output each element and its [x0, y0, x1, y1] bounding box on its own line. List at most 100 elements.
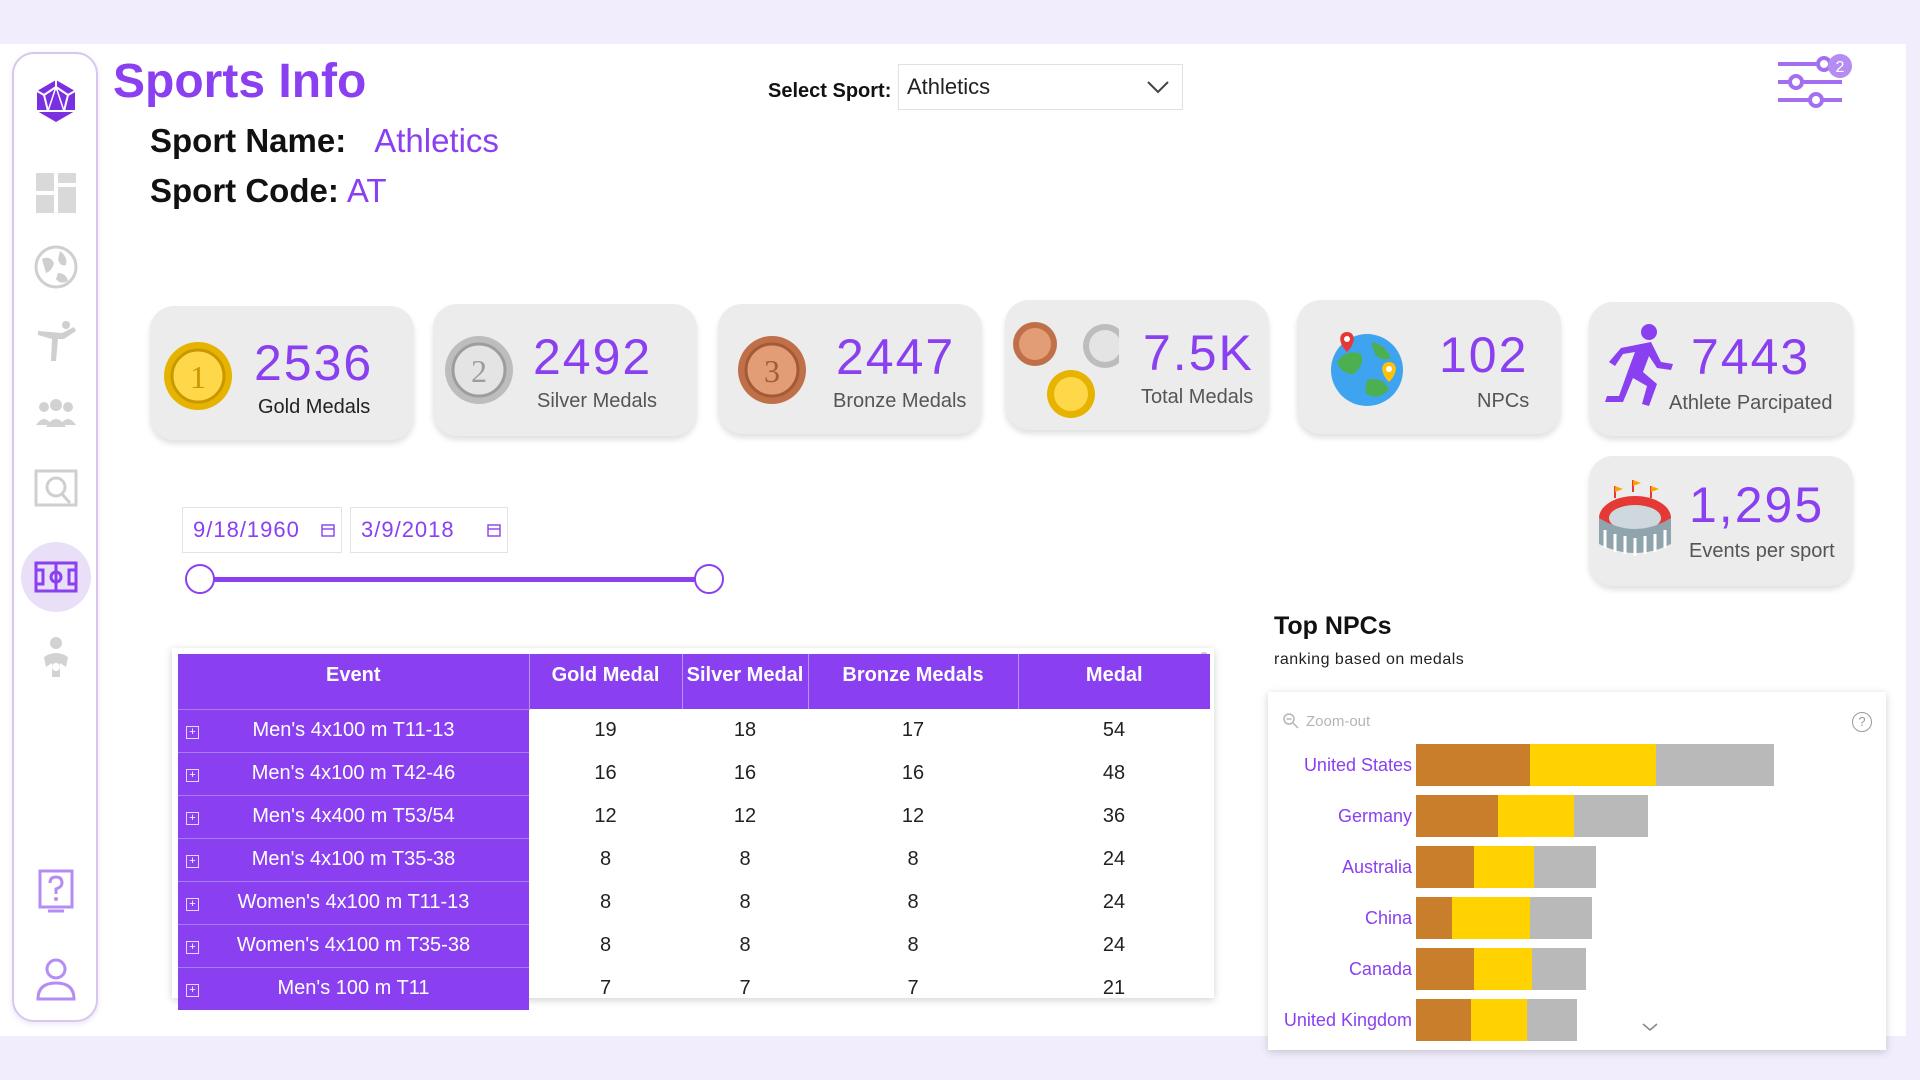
- bar-row[interactable]: Australia: [1268, 846, 1886, 888]
- medal-cell: 24: [1018, 924, 1210, 967]
- expand-icon[interactable]: +: [186, 725, 199, 739]
- bar-segment[interactable]: [1574, 795, 1648, 837]
- bar-segment[interactable]: [1416, 795, 1498, 837]
- bronze-cell-text: 17: [901, 719, 925, 741]
- calendar-icon[interactable]: [487, 523, 501, 537]
- expand-icon[interactable]: +: [186, 940, 199, 954]
- sport-code-row: Sport Code: AT: [150, 172, 387, 210]
- bar-category-label: Australia: [1341, 857, 1412, 877]
- medal-cell: 54: [1018, 709, 1210, 752]
- event-cell: + Women's 4x100 m T11-13: [178, 880, 529, 924]
- table-row[interactable]: + Men's 4x400 m T53/54 12 12 12 36: [178, 794, 1210, 838]
- expand-icon[interactable]: +: [186, 811, 199, 825]
- search-map-icon[interactable]: [27, 460, 85, 518]
- col-header-event[interactable]: Event: [178, 654, 530, 709]
- date-slider-track[interactable]: [200, 577, 710, 582]
- npc-chart-panel: Zoom-out ? United States Germany Australia…: [1268, 692, 1886, 1050]
- stadium-icon: [1599, 480, 1671, 556]
- table-row[interactable]: + Men's 4x100 m T11-13 19 18 17 54: [178, 708, 1210, 752]
- gold-medals-value: 2536: [254, 335, 374, 391]
- table-row[interactable]: + Men's 4x100 m T35-38 8 8 8 24: [178, 837, 1210, 881]
- athlete-icon[interactable]: [27, 628, 85, 686]
- bronze-cell: 8: [808, 881, 1018, 924]
- medal-cell-text: 36: [1102, 805, 1126, 827]
- bar-row[interactable]: China: [1268, 897, 1886, 939]
- bar-row[interactable]: Canada: [1268, 948, 1886, 990]
- silver-cell-text: 7: [739, 977, 751, 999]
- expand-icon[interactable]: +: [186, 897, 199, 911]
- col-header-gold[interactable]: Gold Medal: [529, 654, 683, 709]
- page-title: Sports Info: [113, 55, 367, 108]
- event-cell-text: Women's 4x100 m T35-38: [236, 934, 471, 956]
- gold-medals-label: Gold Medals: [258, 396, 371, 418]
- date-slider-end-handle[interactable]: [694, 564, 724, 594]
- chevron-down-icon[interactable]: [1640, 1020, 1660, 1034]
- bronze-medal-icon: 3: [738, 336, 806, 404]
- report-canvas: Sports Info Sport Name: Athletics Sport C…: [0, 44, 1906, 1050]
- dashboard-icon[interactable]: [27, 164, 85, 222]
- bar-category-label: United States: [1303, 755, 1412, 775]
- table-row[interactable]: + Women's 4x100 m T35-38 8 8 8 24: [178, 923, 1210, 967]
- bar-row[interactable]: United Kingdom: [1268, 999, 1886, 1041]
- zoom-out-label: Zoom-out: [1306, 712, 1371, 730]
- bar-segment[interactable]: [1416, 744, 1530, 786]
- table-row[interactable]: + Men's 4x100 m T42-46 16 16 16 48: [178, 751, 1210, 795]
- bar-segment[interactable]: [1471, 999, 1527, 1041]
- bronze-medals-value: 2447: [836, 329, 956, 385]
- help-icon[interactable]: ?: [1852, 712, 1872, 732]
- user-icon[interactable]: [27, 950, 85, 1008]
- bar-segment[interactable]: [1416, 846, 1474, 888]
- start-date-input[interactable]: 9/18/1960: [182, 507, 342, 553]
- col-header-silver[interactable]: Silver Medal: [682, 654, 809, 709]
- medal-cell-text: 48: [1102, 762, 1126, 784]
- expand-icon[interactable]: +: [186, 854, 199, 868]
- bar-segment[interactable]: [1474, 948, 1532, 990]
- bar-segment[interactable]: [1498, 795, 1574, 837]
- bar-row[interactable]: United States: [1268, 744, 1886, 786]
- filter-icon[interactable]: 2: [1772, 52, 1862, 112]
- bar-row[interactable]: Germany: [1268, 795, 1886, 837]
- medal-cell: 24: [1018, 881, 1210, 924]
- zoom-out-button[interactable]: Zoom-out: [1282, 712, 1370, 730]
- runner-icon: [1605, 324, 1673, 406]
- col-header-bronze[interactable]: Bronze Medals: [808, 654, 1019, 709]
- sport-name-row: Sport Name: Athletics: [150, 122, 499, 160]
- chevron-down-icon: [1147, 81, 1169, 94]
- bar-segment[interactable]: [1530, 744, 1656, 786]
- date-slider-start-handle[interactable]: [185, 564, 215, 594]
- end-date-input[interactable]: 3/9/2018: [350, 507, 508, 553]
- gold-cell-text: 8: [599, 848, 612, 870]
- col-header-medal[interactable]: Medal: [1018, 654, 1210, 709]
- bar-category-label: Germany: [1337, 806, 1412, 826]
- bar-segment[interactable]: [1416, 948, 1474, 990]
- globe-icon[interactable]: [27, 238, 85, 296]
- martial-arts-icon[interactable]: [27, 312, 85, 370]
- bar-segment[interactable]: [1474, 846, 1534, 888]
- expand-icon[interactable]: +: [186, 983, 199, 997]
- svg-text:3: 3: [764, 353, 780, 389]
- bar-segment[interactable]: [1416, 897, 1452, 939]
- expand-icon[interactable]: +: [186, 768, 199, 782]
- field-icon[interactable]: [21, 542, 91, 612]
- sort-desc-icon[interactable]: [1028, 734, 1040, 741]
- bar-category-label: China: [1364, 908, 1412, 928]
- silver-cell-text: 8: [739, 891, 751, 913]
- bar-segment[interactable]: [1532, 948, 1586, 990]
- help-icon[interactable]: [27, 862, 85, 920]
- logo-icon[interactable]: [27, 72, 85, 130]
- bar-segment[interactable]: [1416, 999, 1471, 1041]
- sport-dropdown[interactable]: Athletics: [898, 64, 1183, 110]
- team-icon[interactable]: [27, 386, 85, 444]
- silver-cell-text: 18: [733, 719, 757, 741]
- bar-segment[interactable]: [1527, 999, 1577, 1041]
- table-row[interactable]: + Women's 4x100 m T11-13 8 8 8 24: [178, 880, 1210, 924]
- bar-category-label: Canada: [1348, 959, 1412, 979]
- event-cell: + Men's 4x100 m T42-46: [178, 751, 529, 795]
- bar-segment[interactable]: [1534, 846, 1596, 888]
- bar-segment[interactable]: [1656, 744, 1774, 786]
- bar-segment[interactable]: [1452, 897, 1530, 939]
- calendar-icon[interactable]: [321, 523, 335, 537]
- total-medals-card: 7.5K Total Medals: [1005, 300, 1269, 430]
- bar-segment[interactable]: [1530, 897, 1592, 939]
- table-row[interactable]: + Men's 100 m T11 7 7 7 21: [178, 966, 1210, 1010]
